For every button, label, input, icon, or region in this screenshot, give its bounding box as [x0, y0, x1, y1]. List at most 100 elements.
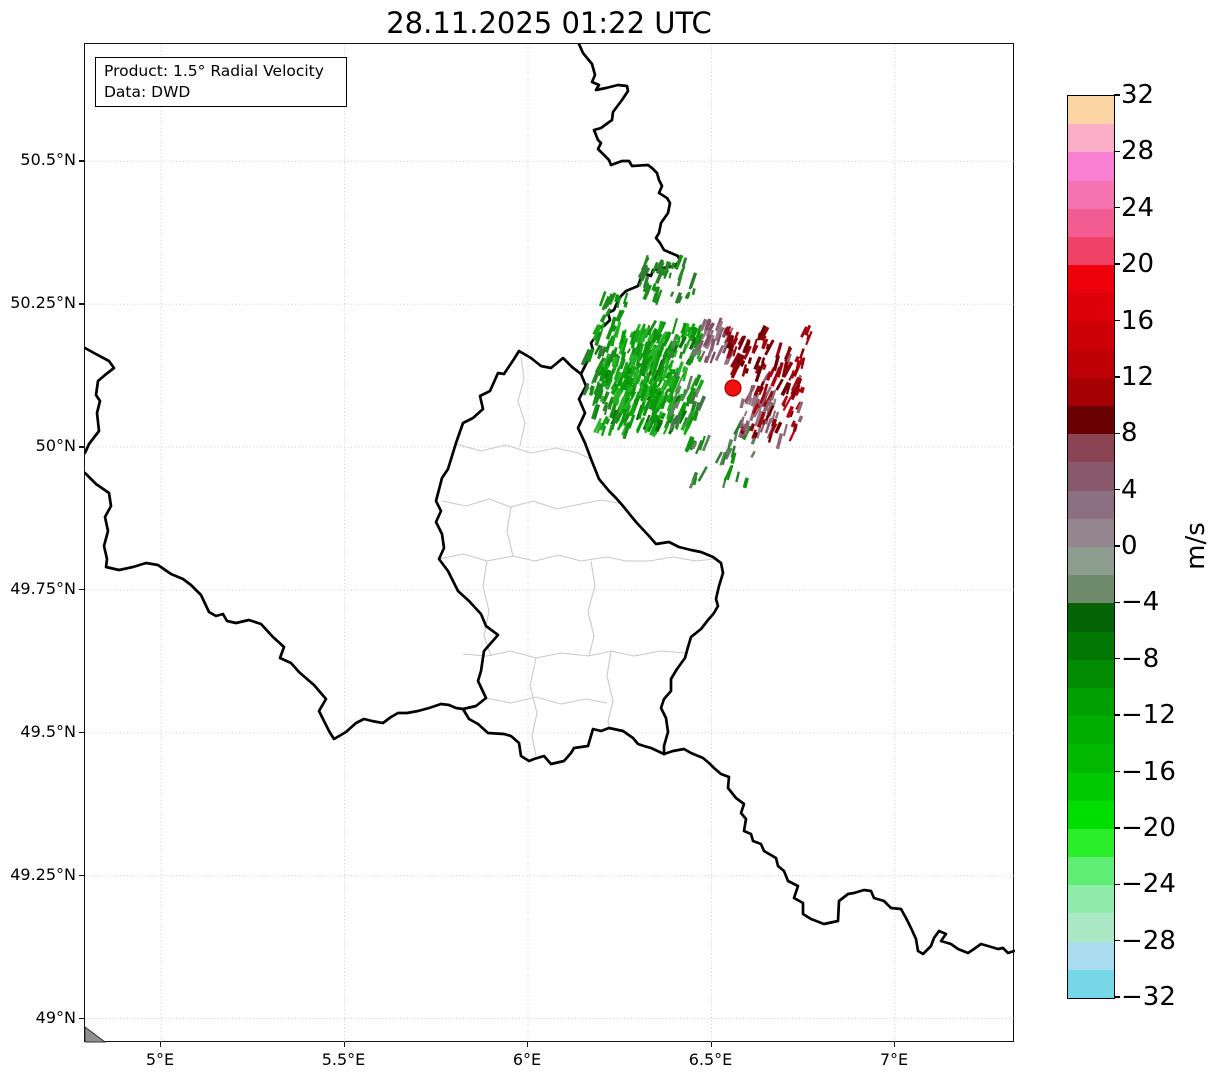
colorbar-tick-label: 12	[1121, 361, 1155, 392]
y-axis-tick	[79, 446, 84, 448]
district-border-path	[485, 696, 608, 705]
colorbar-band	[1068, 406, 1114, 435]
x-axis-tick-label: 7°E	[879, 1050, 909, 1069]
colorbar-band	[1068, 631, 1114, 660]
x-axis-tick	[710, 1042, 712, 1047]
y-axis-tick-label: 49.25°N	[10, 864, 76, 884]
colorbar-tick	[1114, 545, 1120, 547]
x-axis-tick-label: 5°E	[145, 1050, 175, 1069]
colorbar-band	[1068, 913, 1114, 942]
y-axis-tick	[79, 874, 84, 877]
district-border-path	[529, 657, 538, 757]
y-axis-tick-label: 49.5°N	[20, 721, 76, 741]
colorbar-band	[1068, 800, 1114, 829]
colorbar-tick	[1114, 770, 1120, 773]
colorbar-tick-label: 32	[1121, 80, 1155, 110]
colorbar-band	[1068, 490, 1114, 519]
colorbar-tick-label: 16	[1121, 305, 1155, 336]
x-axis-tick-label: 6°E	[512, 1050, 542, 1069]
colorbar-tick-label: −32	[1121, 982, 1176, 1012]
district-border-path	[506, 506, 514, 557]
colorbar-band	[1068, 349, 1114, 378]
colorbar-tick	[1114, 94, 1120, 96]
country-border-path-de-fr	[662, 747, 1015, 956]
colorbar-tick	[1114, 658, 1120, 660]
colorbar-band	[1068, 462, 1114, 491]
district-border-path	[587, 560, 596, 657]
district-border-path	[517, 355, 526, 447]
y-axis-tick	[79, 731, 84, 734]
colorbar-band	[1068, 180, 1114, 209]
colorbar-tick	[1114, 150, 1120, 153]
data-source-label: Data: DWD	[104, 83, 191, 101]
echo-cluster-green-west-scatter	[580, 345, 612, 425]
colorbar-tick-label: −4	[1121, 587, 1160, 618]
colorbar	[1067, 95, 1115, 999]
colorbar-tick-label: −8	[1121, 643, 1160, 674]
colorbar-tick-label: −24	[1121, 869, 1176, 900]
district-border-path	[606, 650, 614, 730]
x-axis-tick	[160, 1042, 162, 1047]
colorbar-band	[1068, 744, 1114, 773]
echo-cluster-red-speck	[800, 324, 813, 346]
colorbar-band	[1068, 96, 1114, 125]
colorbar-tick-label: 8	[1121, 418, 1138, 449]
colorbar-tick	[1114, 488, 1120, 491]
colorbar-band	[1068, 941, 1114, 970]
colorbar-tick	[1114, 263, 1120, 265]
colorbar-band	[1068, 321, 1114, 350]
colorbar-band	[1068, 236, 1114, 266]
colorbar-band	[1068, 208, 1114, 237]
colorbar-band	[1068, 575, 1114, 604]
x-axis-tick	[343, 1042, 345, 1047]
y-axis-tick	[79, 588, 84, 591]
echo-cluster-green-north-border	[637, 254, 698, 306]
y-axis-tick-label: 50.25°N	[10, 293, 76, 313]
colorbar-tick-label: −12	[1121, 700, 1176, 731]
colorbar-tick	[1114, 883, 1120, 885]
plot-title: 28.11.2025 01:22 UTC	[386, 6, 712, 40]
x-axis-tick-label: 5.5°E	[321, 1050, 366, 1069]
country-border-path-lu-south	[461, 707, 666, 766]
colorbar-tick	[1114, 601, 1120, 604]
country-border-layer	[85, 44, 1015, 956]
radar-site-marker	[724, 379, 742, 397]
colorbar-band	[1068, 772, 1114, 801]
colorbar-band	[1068, 152, 1114, 181]
colorbar-tick	[1114, 827, 1120, 829]
colorbar-unit-label: m/s	[1181, 522, 1211, 570]
colorbar-band	[1068, 293, 1114, 322]
product-label: Product: 1.5° Radial Velocity	[104, 62, 324, 80]
district-border-path	[438, 553, 715, 562]
colorbar-band	[1068, 716, 1114, 745]
y-axis-tick	[79, 303, 84, 305]
echo-cluster-red-far-east	[782, 345, 806, 398]
y-axis-tick	[79, 1017, 84, 1019]
colorbar-tick	[1114, 376, 1120, 378]
colorbar-band	[1068, 265, 1114, 294]
colorbar-band	[1068, 547, 1114, 576]
country-border-path-lu-east	[576, 372, 725, 756]
colorbar-tick-label: 0	[1121, 531, 1138, 561]
colorbar-tick-label: −28	[1121, 925, 1176, 956]
y-axis-tick-label: 49°N	[35, 1007, 76, 1027]
y-axis-tick-label: 49.75°N	[10, 578, 76, 598]
country-border-path-fr-be-west	[85, 346, 116, 455]
colorbar-band	[1068, 603, 1114, 632]
colorbar-tick-label: 28	[1121, 136, 1155, 167]
country-border-path-fr-be	[85, 471, 465, 741]
colorbar-tick-label: 20	[1121, 249, 1155, 280]
x-axis-tick	[894, 1042, 896, 1047]
colorbar-band	[1068, 518, 1114, 547]
y-axis-tick	[79, 160, 84, 162]
x-axis-tick	[527, 1042, 529, 1047]
district-border-path	[455, 443, 592, 460]
info-box: Product: 1.5° Radial Velocity Data: DWD	[95, 57, 347, 107]
country-border-path-be-de	[577, 44, 682, 376]
colorbar-band	[1068, 659, 1114, 688]
colorbar-tick	[1114, 996, 1120, 998]
colorbar-band	[1068, 885, 1114, 914]
district-border-path	[441, 498, 620, 510]
echo-cluster-darkred-north	[724, 325, 770, 379]
